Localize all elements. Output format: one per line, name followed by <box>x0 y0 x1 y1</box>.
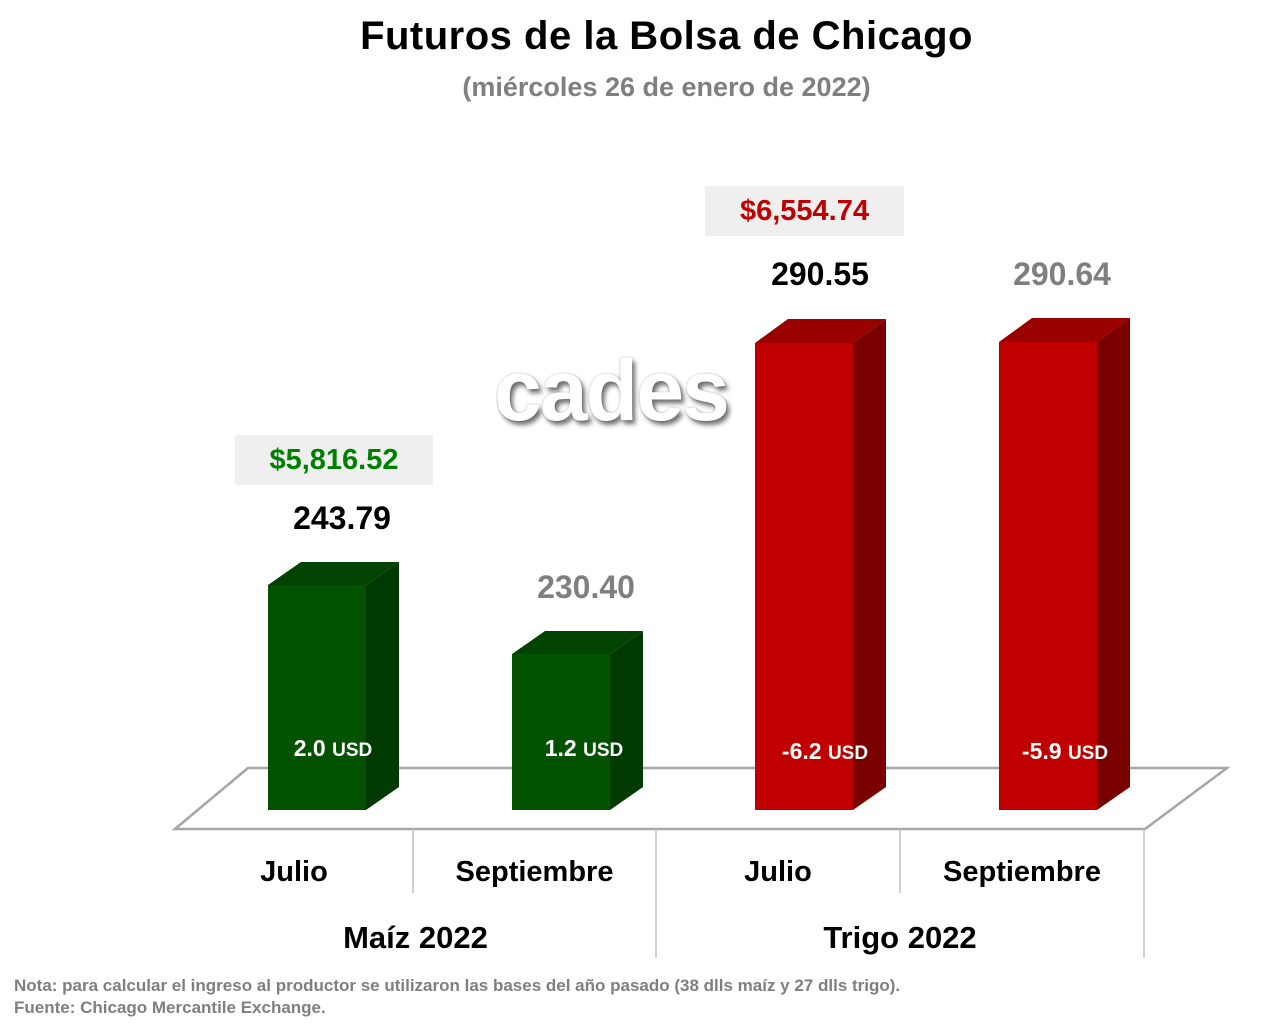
trigo-price-box: $6,554.74 <box>705 186 904 236</box>
bar-trigo-julio <box>755 319 886 810</box>
usd-change-maiz-septiembre: 1.2 USD <box>514 735 654 762</box>
usd-change-value: -5.9 <box>1021 738 1062 764</box>
group-label-trigo: Trigo 2022 <box>823 920 977 955</box>
chart-floor <box>171 766 1231 831</box>
x-label-trigo-julio: Julio <box>744 856 812 888</box>
bar-maiz-julio <box>268 562 399 810</box>
chart-title: Futuros de la Bolsa de Chicago <box>360 14 973 58</box>
maiz-price-box: $5,816.52 <box>235 435 433 485</box>
usd-change-value: 2.0 <box>293 735 326 761</box>
bar-trigo-septiembre <box>999 318 1130 810</box>
usd-unit: USD <box>583 740 624 761</box>
footer-source: Fuente: Chicago Mercantile Exchange. <box>14 998 326 1017</box>
value-trigo-septiembre: 290.64 <box>1013 256 1111 292</box>
value-maiz-septiembre: 230.40 <box>537 569 635 605</box>
bar-maiz-septiembre <box>512 631 643 810</box>
group-label-maiz: Maíz 2022 <box>343 920 488 955</box>
usd-unit: USD <box>332 740 373 761</box>
footer-note: Nota: para calcular el ingreso al produc… <box>14 976 901 995</box>
x-label-maiz-septiembre: Septiembre <box>455 856 614 888</box>
usd-change-value: -6.2 <box>781 738 822 764</box>
value-trigo-julio: 290.55 <box>771 256 869 292</box>
x-label-maiz-julio: Julio <box>260 856 328 888</box>
usd-change-value: 1.2 <box>544 735 577 761</box>
cades-watermark-logo: cades <box>494 343 730 439</box>
usd-unit: USD <box>1067 743 1109 764</box>
x-label-trigo-septiembre: Septiembre <box>943 856 1101 888</box>
chart-subtitle: (miércoles 26 de enero de 2022) <box>462 72 871 102</box>
usd-change-maiz-julio: 2.0 USD <box>263 735 403 762</box>
usd-change-trigo-julio: -6.2 USD <box>755 738 895 765</box>
usd-unit: USD <box>827 743 869 764</box>
value-maiz-julio: 243.79 <box>293 500 391 536</box>
usd-change-trigo-septiembre: -5.9 USD <box>995 738 1135 765</box>
